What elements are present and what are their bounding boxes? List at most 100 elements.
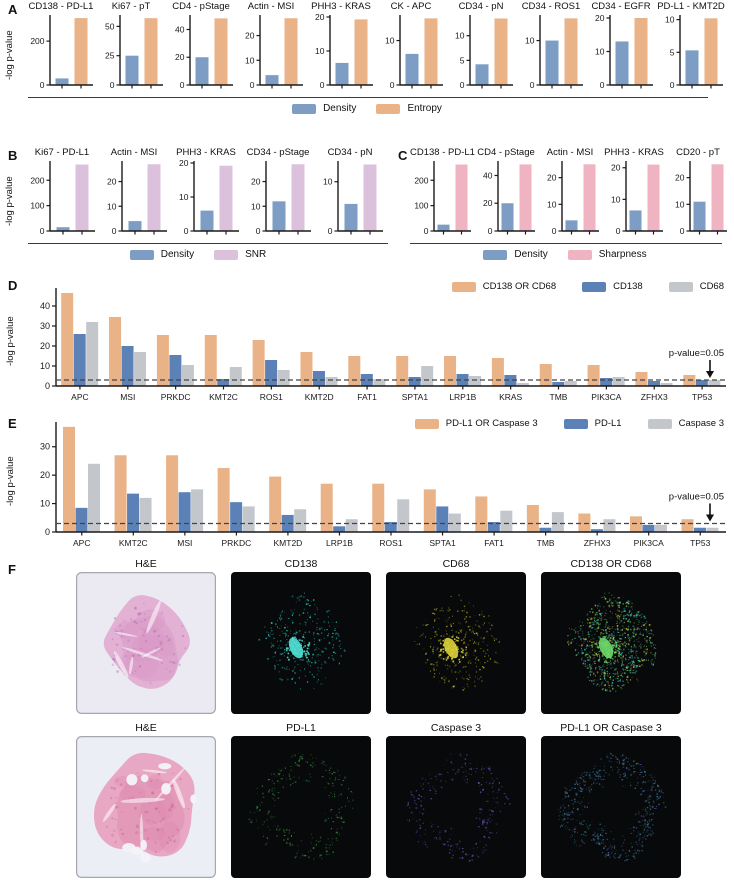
bar-density	[55, 78, 69, 85]
subplot-title: Actin - MSI	[110, 147, 158, 158]
legend-swatch	[129, 249, 154, 260]
x-category-label: PIK3CA	[634, 538, 665, 548]
y-tick-label: 100	[30, 201, 44, 211]
legend-item-cd138: CD138	[582, 281, 643, 292]
y-tick-label: 0	[600, 80, 605, 90]
panel-e-chart: 0 10 20 30 APC KMT2C MSI PRKDC KMT2D LRP1B ROS1 SPT…	[0, 420, 734, 556]
y-tick-label: 10	[245, 55, 255, 65]
y-tick-label: 30	[40, 321, 50, 331]
bar-caspase-3	[603, 519, 616, 532]
subplot-CD20 - pT: CD20 - pT 0 10 20	[666, 146, 730, 241]
bar-cd138-or-cd68	[300, 352, 313, 386]
bar-density	[56, 227, 70, 231]
bar-pd-l1	[127, 493, 140, 532]
bar-density	[344, 203, 358, 231]
bar-cd138	[312, 371, 325, 386]
y-tick-label: 10	[40, 361, 50, 371]
bar-cd138	[647, 381, 660, 386]
panel-e-label: E	[8, 416, 17, 431]
subplot-title: PHH3 - KRAS	[604, 147, 664, 158]
bar-caspase-3	[294, 509, 307, 532]
panel-e-legend: PD-L1 OR Caspase 3 PD-L1 Caspase 3	[414, 418, 724, 429]
panel-b-label: B	[8, 148, 18, 163]
panel-b-chart-strip: Ki67 - PD-L1 0 100 200 Actin - MSI 0 10 20 PHH3 …	[26, 146, 396, 241]
bar-caspase-3	[191, 489, 204, 532]
subplot-title: CD138 - PD-L1	[410, 147, 475, 158]
bar-cd68	[516, 383, 529, 386]
image-title-h&e: H&E	[135, 558, 157, 570]
bar-pd-l1	[281, 514, 294, 532]
bar-cd138	[695, 380, 708, 386]
bar-entropy	[564, 18, 578, 85]
tissue-image-h&e	[76, 572, 216, 714]
image-header-row: H&E CD138 CD68 CD138 OR CD68	[76, 558, 700, 571]
subplot-title: CD34 - pStage	[246, 147, 310, 158]
subplot-CD4 - pStage: CD4 - pStage 0 20 40	[166, 0, 236, 95]
legend-swatch	[582, 281, 607, 292]
legend-swatch	[376, 103, 401, 114]
tissue-image-pd-l1	[231, 736, 371, 878]
image-cell	[541, 572, 681, 714]
y-tick-label: 10	[107, 201, 117, 211]
bar-pd-l1	[693, 527, 706, 532]
panel-b-y-axis-title: -log p-value	[4, 176, 15, 226]
bar-density	[615, 41, 629, 85]
bar-pd-l1-or-caspase-3	[269, 476, 282, 532]
grouped-bar-plot: 0 10 20 30 40 APC MSI PRKDC KMT2C ROS1 KMT2D FAT1 SP…	[40, 288, 726, 402]
panel-b-legend: Density SNR	[0, 249, 396, 260]
bar-sharpness	[583, 164, 596, 231]
bar-sharpness	[519, 164, 532, 231]
y-tick-label: 0	[390, 80, 395, 90]
subplot-CD138 - PD-L1: CD138 - PD-L1 0 200	[26, 0, 96, 95]
y-tick-label: 0	[680, 226, 685, 236]
y-tick-label: 0	[616, 226, 621, 236]
bar-sharpness	[455, 164, 468, 231]
y-tick-label: 25	[105, 51, 115, 61]
y-tick-label: 0	[250, 80, 255, 90]
bar-density	[629, 210, 642, 231]
subplot-title: Ki67 - PD-L1	[34, 147, 90, 158]
tissue-image-cd138	[231, 572, 371, 714]
subplot-plot: 0 10 20	[547, 161, 599, 236]
panel-f-image-grid: H&E CD138 CD68 CD138 OR CD68 H&E PD-L1 Caspase…	[76, 558, 700, 884]
subplot-title: CD34 - pN	[327, 147, 373, 158]
tissue-image-caspase-3	[386, 736, 526, 878]
legend-item-density: Density	[483, 249, 548, 260]
grouped-bar-plot: 0 10 20 30 APC KMT2C MSI PRKDC KMT2D LRP1B ROS1 SPT…	[40, 422, 726, 548]
bar-density	[501, 203, 514, 231]
bar-cd68	[708, 380, 721, 386]
bar-caspase-3	[500, 510, 513, 532]
bar-pd-l1-or-caspase-3	[423, 489, 436, 532]
subplot-plot: 0 10 20	[675, 161, 727, 236]
subplot-title: CD4 - pStage	[172, 1, 230, 12]
bar-sharpness	[647, 164, 660, 231]
y-tick-label: 10	[455, 31, 465, 41]
bar-density	[693, 201, 706, 231]
y-tick-label: 0	[184, 226, 189, 236]
bar-cd138	[456, 374, 469, 386]
subplot-CK - APC: CK - APC 0 10	[376, 0, 446, 95]
y-tick-label: 0	[488, 226, 493, 236]
legend-swatch	[451, 281, 476, 292]
legend-label: Density	[160, 249, 195, 260]
image-title-pd-l1-or-caspase-3: PD-L1 OR Caspase 3	[560, 722, 662, 734]
bar-density	[335, 62, 349, 85]
y-tick-label: 10	[611, 194, 621, 204]
legend-label: CD138	[613, 281, 643, 292]
legend-item-entropy: Entropy	[376, 103, 442, 114]
bar-density	[405, 53, 419, 85]
image-title-cd68: CD68	[442, 558, 470, 570]
subplot-plot: 0 10	[323, 161, 383, 236]
bar-cd68	[181, 365, 194, 386]
subplot-title: CD34 - pN	[458, 1, 504, 12]
image-cell	[386, 572, 526, 714]
bar-cd68	[373, 379, 386, 386]
subplot-title: PD-L1 - KMT2D	[657, 1, 725, 12]
y-tick-label: 5	[670, 47, 675, 57]
image-title-cd138-or-cd68: CD138 OR CD68	[570, 558, 652, 570]
y-tick-label: 0	[328, 226, 333, 236]
subplot-plot: 0 10	[385, 15, 443, 90]
bar-snr	[363, 164, 377, 231]
subplot-title: CK - APC	[390, 1, 432, 12]
y-tick-label: 20	[483, 198, 493, 208]
